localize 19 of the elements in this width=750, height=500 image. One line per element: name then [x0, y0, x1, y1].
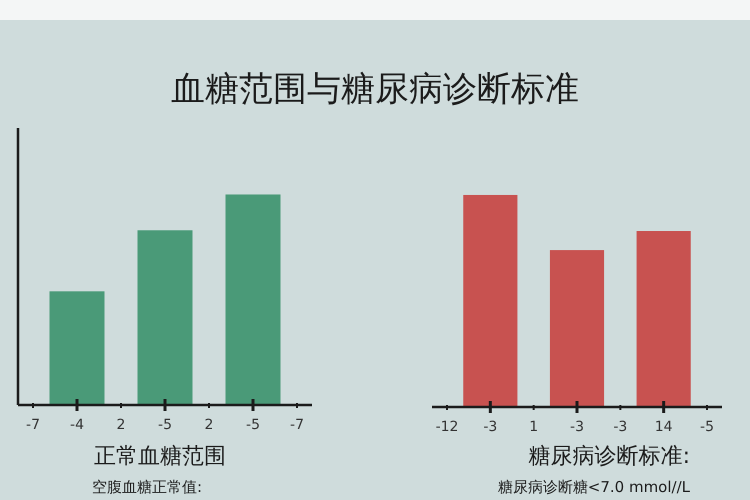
x-tick-label: -5: [158, 417, 172, 433]
x-axis-title: 糖尿病诊断标准:: [528, 444, 690, 469]
text: 空腹血糖正常值:: [92, 478, 202, 496]
x-tick-label: -7: [290, 417, 304, 433]
x-tick-label: -3: [613, 419, 628, 435]
x-axis-title: 正常血糖范围: [94, 444, 226, 469]
x-tick-label: -3: [570, 419, 584, 435]
x-tick-label: 2: [204, 417, 214, 433]
x-tick-label: -12: [436, 419, 458, 435]
x-tick-label: -5: [700, 419, 714, 435]
x-tick-label: 1: [529, 419, 538, 435]
x-tick-label: 2: [116, 417, 126, 433]
x-tick-label: -3: [483, 419, 498, 435]
x-tick-label: 14: [654, 419, 673, 435]
chart-title: 血糖范围与糖尿病诊断标准: [171, 69, 579, 109]
x-tick-label: -5: [246, 417, 260, 433]
text: 糖尿病诊断糖<7.0 mmol//L: [498, 478, 691, 496]
x-tick-label: -7: [26, 417, 40, 433]
x-tick-label: -4: [70, 417, 84, 433]
